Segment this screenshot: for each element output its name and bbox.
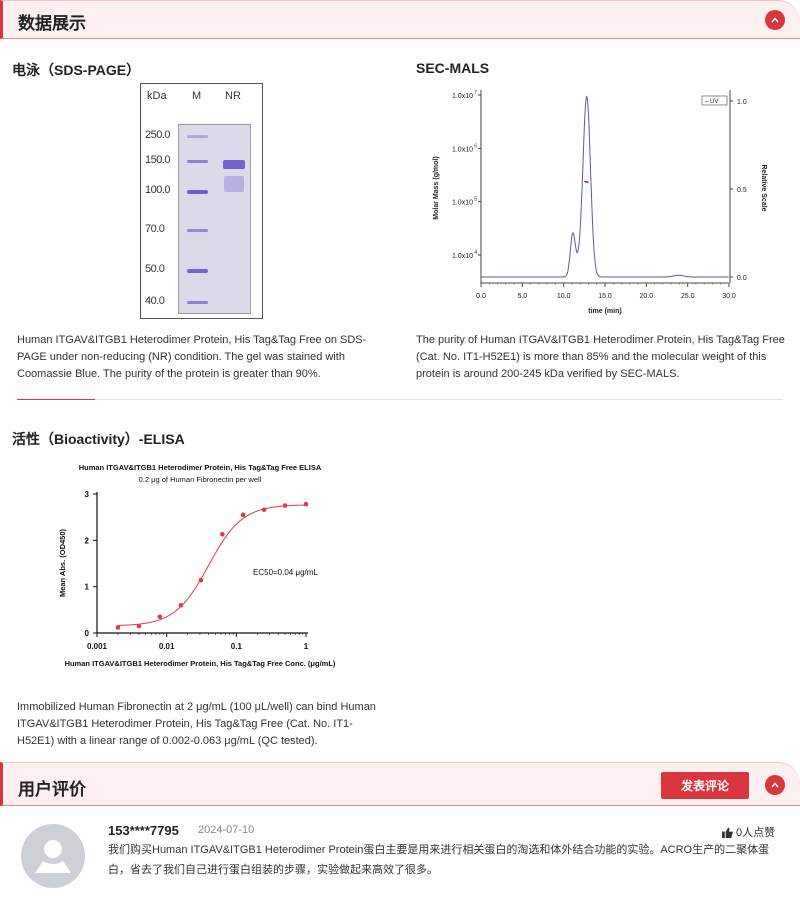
review-item: 153****7795 2024-07-10 0人点赞 我们购买Human IT…: [0, 806, 800, 918]
y-axis-label: Mean Abs. (OD450): [58, 528, 67, 597]
ec50-annotation: EC50=0.04 μg/mL: [253, 568, 318, 577]
uv-trace: [481, 95, 729, 278]
x-tick-label: 25.0: [681, 293, 695, 300]
chart-title: Human ITGAV&ITGB1 Heterodimer Protein, H…: [79, 463, 322, 472]
gel-marker-label: 250.0: [145, 129, 171, 141]
data-point: [136, 623, 142, 629]
y-tick-label: 1.0x10: [452, 146, 473, 153]
gel-body: [178, 124, 251, 314]
review-user: 153****7795: [108, 823, 179, 838]
sec-mals-chart: 0.0 5.0 10.0 15.0 20.0 25.0 30.01.0x10 71.0x10 6…: [433, 90, 767, 315]
like-count: 0人点赞: [736, 827, 776, 839]
data-point: [261, 507, 267, 513]
section-title: 用户评价: [18, 780, 86, 799]
marker-band: [187, 135, 208, 138]
sample-band: [224, 176, 244, 192]
sec-description: The purity of Human ITGAV&ITGB1 Heterodi…: [416, 334, 785, 380]
gel-header-nr: NR: [225, 90, 241, 102]
legend-label: – UV: [705, 99, 718, 105]
gel-marker-label: 50.0: [145, 263, 165, 275]
fit-curve: [118, 504, 305, 626]
gel-title: 电泳（SDS-PAGE）: [12, 62, 141, 78]
elisa-description: Immobilized Human Fibronectin at 2 μg/mL…: [17, 701, 376, 747]
thumbs-up-icon: [722, 826, 733, 838]
data-point: [198, 577, 204, 583]
y-tick-exponent: 5: [474, 197, 477, 203]
gel-header-kda: kDa: [147, 90, 167, 102]
x-tick-label: 0.001: [87, 642, 108, 651]
elisa-chart: Human ITGAV&ITGB1 Heterodimer Protein, H…: [58, 463, 336, 668]
collapse-button[interactable]: [765, 10, 785, 30]
chevron-up-icon: [771, 17, 779, 23]
reviews-header: 用户评价 发表评论: [0, 762, 800, 806]
chevron-up-icon: [771, 782, 779, 788]
sds-page-gel-image: kDa M NR 250.0 150.0 100.0 70.0 50.0 40.0: [140, 83, 263, 319]
x-tick-label: 10.0: [557, 293, 571, 300]
x-axis-label: time (min): [588, 308, 621, 315]
x-axis-label: Human ITGAV&ITGB1 Heterodimer Protein, H…: [65, 659, 336, 668]
y2-tick-label: 0.5: [737, 187, 747, 194]
y2-axis-label: Relative Scale: [760, 164, 767, 211]
data-point: [157, 614, 163, 620]
data-point: [303, 501, 309, 507]
y-tick-label: 1.0x10: [452, 200, 473, 207]
collapse-button[interactable]: [765, 775, 785, 795]
x-tick-label: 20.0: [640, 293, 654, 300]
gel-marker-label: 150.0: [145, 154, 171, 166]
gel-header-m: M: [192, 90, 202, 102]
y-tick-exponent: 6: [474, 143, 477, 149]
marker-band: [187, 269, 208, 273]
gel-marker-label: 40.0: [145, 295, 165, 307]
y2-tick-label: 0.0: [737, 275, 747, 282]
y-tick-label: 1.0x10: [452, 93, 473, 100]
x-tick-label: 1: [304, 642, 309, 651]
x-tick-label: 0.1: [231, 642, 243, 651]
post-review-button[interactable]: 发表评论: [661, 772, 749, 799]
gel-marker-label: 70.0: [145, 223, 165, 235]
y-tick-label: 1.0x10: [452, 253, 473, 260]
x-tick-label: 15.0: [598, 293, 612, 300]
marker-band: [187, 160, 208, 163]
y2-tick-label: 1.0: [737, 99, 747, 106]
marker-band: [187, 229, 208, 232]
y-tick-exponent: 4: [474, 250, 477, 256]
section-title: 数据展示: [18, 14, 86, 33]
y-tick-exponent: 7: [474, 90, 477, 96]
user-avatar-icon: [21, 824, 85, 888]
y-tick-label: 1: [85, 583, 90, 592]
gel-description: Human ITGAV&ITGB1 Heterodimer Protein, H…: [17, 334, 367, 380]
molar-mass-trace: [584, 180, 589, 184]
elisa-title: 活性（Bioactivity）-ELISA: [12, 431, 185, 447]
data-display-header: 数据展示: [0, 0, 800, 39]
y-tick-label: 3: [85, 490, 90, 499]
x-tick-label: 0.01: [159, 642, 175, 651]
review-text: 我们购买Human ITGAV&ITGB1 Heterodimer Protei…: [108, 844, 770, 876]
chart-subtitle: 0.2 μg of Human Fibronectin per well: [139, 475, 262, 484]
x-tick-label: 30.0: [722, 293, 736, 300]
sec-title: SEC-MALS: [416, 60, 490, 76]
divider-accent: [17, 399, 95, 400]
y-tick-label: 0: [85, 629, 90, 638]
x-tick-label: 0.0: [476, 293, 486, 300]
marker-band: [187, 301, 208, 304]
gel-marker-label: 100.0: [145, 184, 171, 196]
data-point: [220, 532, 225, 537]
data-point: [115, 625, 121, 630]
like-button[interactable]: 0人点赞: [722, 824, 775, 840]
data-point: [178, 602, 184, 608]
y-axis-label: Molar Mass (g/mol): [433, 156, 440, 219]
legend-box: [701, 95, 728, 106]
review-date: 2024-07-10: [198, 824, 255, 836]
y-tick-label: 2: [85, 536, 90, 545]
marker-band: [187, 190, 208, 194]
sample-band: [223, 160, 245, 169]
divider: [17, 399, 783, 400]
data-point: [240, 512, 246, 518]
x-tick-label: 5.0: [517, 293, 527, 300]
data-point: [282, 503, 288, 508]
